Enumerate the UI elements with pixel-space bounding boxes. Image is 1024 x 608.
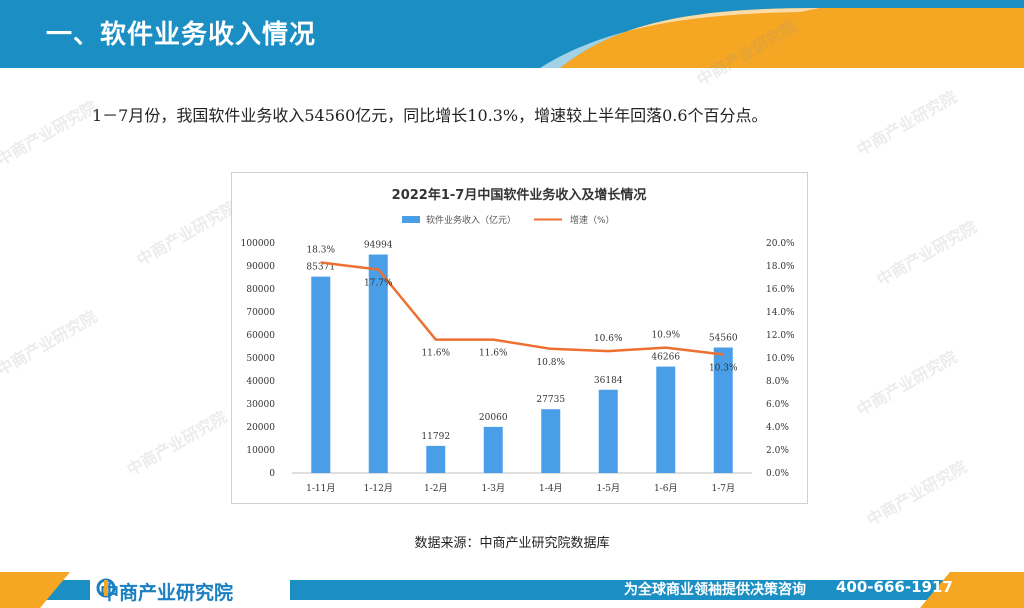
y-tick-label: 100000 <box>241 239 276 249</box>
y-tick-label: 0 <box>269 469 275 479</box>
y2-tick-label: 12.0% <box>766 331 795 341</box>
bar <box>426 445 446 473</box>
line-data-label: 17.7% <box>364 278 393 288</box>
footer-slogan: 为全球商业领袖提供决策咨询 <box>624 582 806 598</box>
bar-data-label: 94994 <box>364 241 393 251</box>
y-tick-label: 20000 <box>246 423 275 433</box>
watermark: 中商产业研究院 <box>863 457 971 530</box>
y2-tick-label: 2.0% <box>766 446 789 456</box>
y2-tick-label: 4.0% <box>766 423 789 433</box>
bar <box>483 426 503 473</box>
bar-data-label: 46266 <box>651 353 680 363</box>
watermark: 中商产业研究院 <box>123 407 231 480</box>
bar-data-label: 27735 <box>536 395 565 405</box>
page-title: 一、软件业务收入情况 <box>46 20 317 50</box>
legend-bar-label: 软件业务收入（亿元） <box>426 214 516 226</box>
y2-tick-label: 16.0% <box>766 285 795 295</box>
watermark: 中商产业研究院 <box>853 87 961 160</box>
y2-tick-label: 0.0% <box>766 469 789 479</box>
footer-bar: 中商产业研究院 为全球商业领袖提供决策咨询 400-666-1917 <box>0 572 1024 608</box>
y-tick-label: 40000 <box>246 377 275 387</box>
header-background <box>0 0 1024 68</box>
y-tick-label: 70000 <box>246 308 275 318</box>
bar-data-label: 85371 <box>306 263 335 273</box>
watermark: 中商产业研究院 <box>853 347 961 420</box>
y2-tick-label: 20.0% <box>766 239 795 249</box>
x-tick-label: 1-12月 <box>364 483 393 494</box>
chart-title: 2022年1-7月中国软件业务收入及增长情况 <box>392 187 647 203</box>
bar <box>368 254 388 473</box>
y2-tick-label: 18.0% <box>766 262 795 272</box>
bar <box>541 409 561 473</box>
y2-tick-label: 6.0% <box>766 400 789 410</box>
x-tick-label: 1-5月 <box>597 483 621 494</box>
line-data-label: 18.3% <box>306 246 335 256</box>
y-tick-label: 10000 <box>246 446 275 456</box>
source-note: 数据来源：中商产业研究院数据库 <box>414 536 610 551</box>
x-tick-label: 1-4月 <box>539 483 563 494</box>
bar <box>311 276 331 473</box>
line-data-label: 10.3% <box>709 364 738 374</box>
y-tick-label: 60000 <box>246 331 275 341</box>
x-tick-label: 1-7月 <box>712 483 736 494</box>
x-tick-label: 1-11月 <box>306 483 335 494</box>
footer-logo: 中商产业研究院 <box>96 578 233 605</box>
bar-data-label: 36184 <box>594 376 623 386</box>
line-data-label: 11.6% <box>479 349 508 359</box>
bar-data-label: 54560 <box>709 334 738 344</box>
bar <box>656 366 676 473</box>
watermark: 中商产业研究院 <box>0 97 101 170</box>
y-tick-label: 30000 <box>246 400 275 410</box>
intro-text: 1－7月份，我国软件业务收入54560亿元，同比增长10.3%，增速较上半年回落… <box>92 106 768 125</box>
bar <box>598 389 618 473</box>
x-tick-label: 1-2月 <box>424 483 448 494</box>
chart-frame: 2022年1-7月中国软件业务收入及增长情况软件业务收入（亿元） 增速（%） 0 10… <box>231 172 808 504</box>
legend-bar-swatch <box>402 216 420 223</box>
footer-logo-text: 中商产业研究院 <box>100 582 234 604</box>
footer-phone: 400-666-1917 <box>836 578 953 596</box>
logo-icon <box>96 578 116 598</box>
line-data-label: 11.6% <box>421 349 450 359</box>
line-data-label: 10.8% <box>536 358 565 368</box>
watermark: 中商产业研究院 <box>873 217 981 290</box>
footer-background <box>0 572 1024 608</box>
y-tick-label: 50000 <box>246 354 275 364</box>
x-tick-label: 1-6月 <box>654 483 678 494</box>
y2-tick-label: 14.0% <box>766 308 795 318</box>
bar <box>713 347 733 473</box>
bar-data-label: 20060 <box>479 413 508 423</box>
y-tick-label: 90000 <box>246 262 275 272</box>
growth-line <box>320 261 724 356</box>
y2-tick-label: 8.0% <box>766 377 789 387</box>
line-data-label: 10.6% <box>594 334 623 344</box>
header-banner: 一、软件业务收入情况 <box>0 0 1024 68</box>
watermark: 中商产业研究院 <box>0 307 101 380</box>
bar-data-label: 11792 <box>421 432 450 442</box>
legend-line-label: 增速（%） <box>570 214 615 226</box>
x-tick-label: 1-3月 <box>482 483 506 494</box>
y2-tick-label: 10.0% <box>766 354 795 364</box>
watermark: 中商产业研究院 <box>133 197 241 270</box>
y-tick-label: 80000 <box>246 285 275 295</box>
line-data-label: 10.9% <box>651 331 680 341</box>
